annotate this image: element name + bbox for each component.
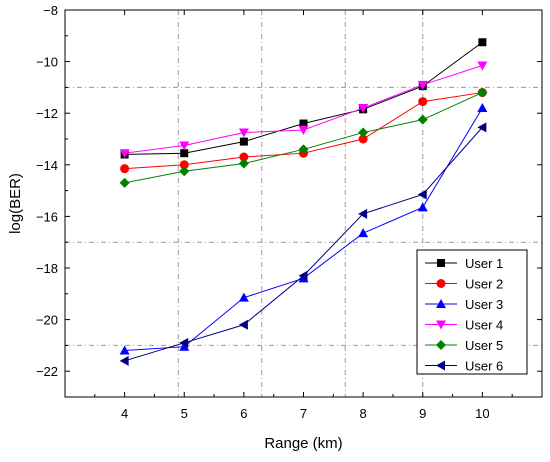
data-point xyxy=(417,80,428,90)
legend-label: User 2 xyxy=(465,277,503,292)
legend-label: User 3 xyxy=(465,297,503,312)
data-point xyxy=(436,320,446,330)
series-6 xyxy=(119,122,487,366)
data-point xyxy=(358,228,369,238)
data-point xyxy=(437,259,445,267)
data-point xyxy=(477,61,488,71)
x-axis-title: Range (km) xyxy=(264,435,342,452)
data-point xyxy=(477,103,488,113)
y-tick-label: −10 xyxy=(36,55,58,70)
data-point xyxy=(436,360,445,371)
data-point xyxy=(238,292,249,302)
legend-item: User 1 xyxy=(425,256,503,271)
data-point xyxy=(179,141,190,151)
data-point xyxy=(238,319,248,330)
data-point xyxy=(417,189,427,200)
legend-box xyxy=(416,249,528,375)
data-point xyxy=(417,202,428,212)
y-tick-label: −16 xyxy=(36,209,58,224)
x-tick-label: 5 xyxy=(181,406,188,421)
legend-item: User 5 xyxy=(425,338,503,353)
x-tick-label: 10 xyxy=(475,406,489,421)
legend-item: User 2 xyxy=(425,277,503,292)
data-point xyxy=(298,270,308,281)
y-tick-label: −12 xyxy=(36,106,58,121)
data-point xyxy=(477,87,488,98)
y-tick-label: −20 xyxy=(36,313,58,328)
ticks: 4 5 6 7 8 9 10 −22 −20 −18 −16 −14 −12 −10 −8 xyxy=(36,3,542,421)
data-point xyxy=(119,177,130,188)
data-point xyxy=(179,337,189,348)
data-point xyxy=(119,355,129,366)
y-tick-label: −14 xyxy=(36,158,58,173)
y-tick-label: −22 xyxy=(36,364,58,379)
data-point xyxy=(180,149,189,158)
data-point xyxy=(436,340,446,350)
data-point xyxy=(239,152,249,162)
legend-item: User 3 xyxy=(425,297,503,312)
data-point xyxy=(238,128,249,138)
data-point xyxy=(120,164,130,174)
x-tick-label: 7 xyxy=(300,406,307,421)
data-point xyxy=(358,104,369,114)
data-point xyxy=(478,38,487,47)
data-point xyxy=(477,122,487,133)
data-point xyxy=(358,134,368,144)
x-tick-label: 6 xyxy=(240,406,247,421)
series-4 xyxy=(119,61,488,159)
legend-label: User 1 xyxy=(465,256,503,271)
x-tick-label: 9 xyxy=(419,406,426,421)
data-point xyxy=(179,341,190,351)
data-point xyxy=(238,158,249,169)
legend-label: User 5 xyxy=(465,338,503,353)
data-point xyxy=(298,144,309,155)
legend-item: User 4 xyxy=(425,318,503,333)
y-axis-title: log(BER) xyxy=(7,173,24,234)
data-point xyxy=(239,137,248,146)
data-point xyxy=(119,149,130,159)
data-point xyxy=(299,119,308,128)
data-point xyxy=(436,299,446,308)
legend-label: User 6 xyxy=(465,359,503,374)
data-point xyxy=(436,279,446,288)
y-tick-label: −18 xyxy=(36,261,58,276)
legend-label: User 4 xyxy=(465,318,503,333)
data-point xyxy=(119,345,130,355)
data-point xyxy=(358,127,369,138)
series-5 xyxy=(119,87,488,188)
data-point xyxy=(418,97,428,107)
y-tick-label: −8 xyxy=(43,3,58,18)
data-point xyxy=(298,125,309,135)
x-tick-label: 4 xyxy=(121,406,128,421)
legend-item: User 6 xyxy=(425,359,503,374)
data-point xyxy=(179,166,190,177)
series-group xyxy=(119,38,488,366)
data-point xyxy=(358,208,368,219)
data-point xyxy=(417,114,428,125)
x-tick-label: 8 xyxy=(360,406,367,421)
data-point xyxy=(179,160,189,170)
legend: User 1 User 2 User 3 User 4 User 5 User 6 xyxy=(416,249,528,375)
